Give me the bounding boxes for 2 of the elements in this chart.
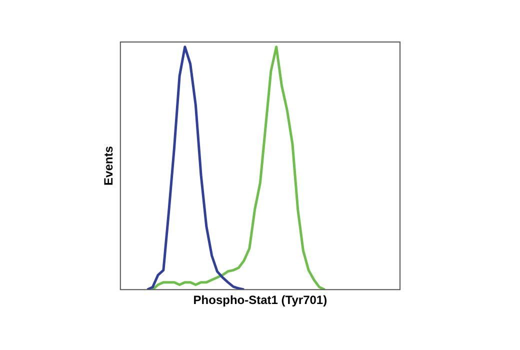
y-axis-title: Events xyxy=(102,146,116,186)
x-axis-title: Phospho-Stat1 (Tyr701) xyxy=(193,293,328,308)
